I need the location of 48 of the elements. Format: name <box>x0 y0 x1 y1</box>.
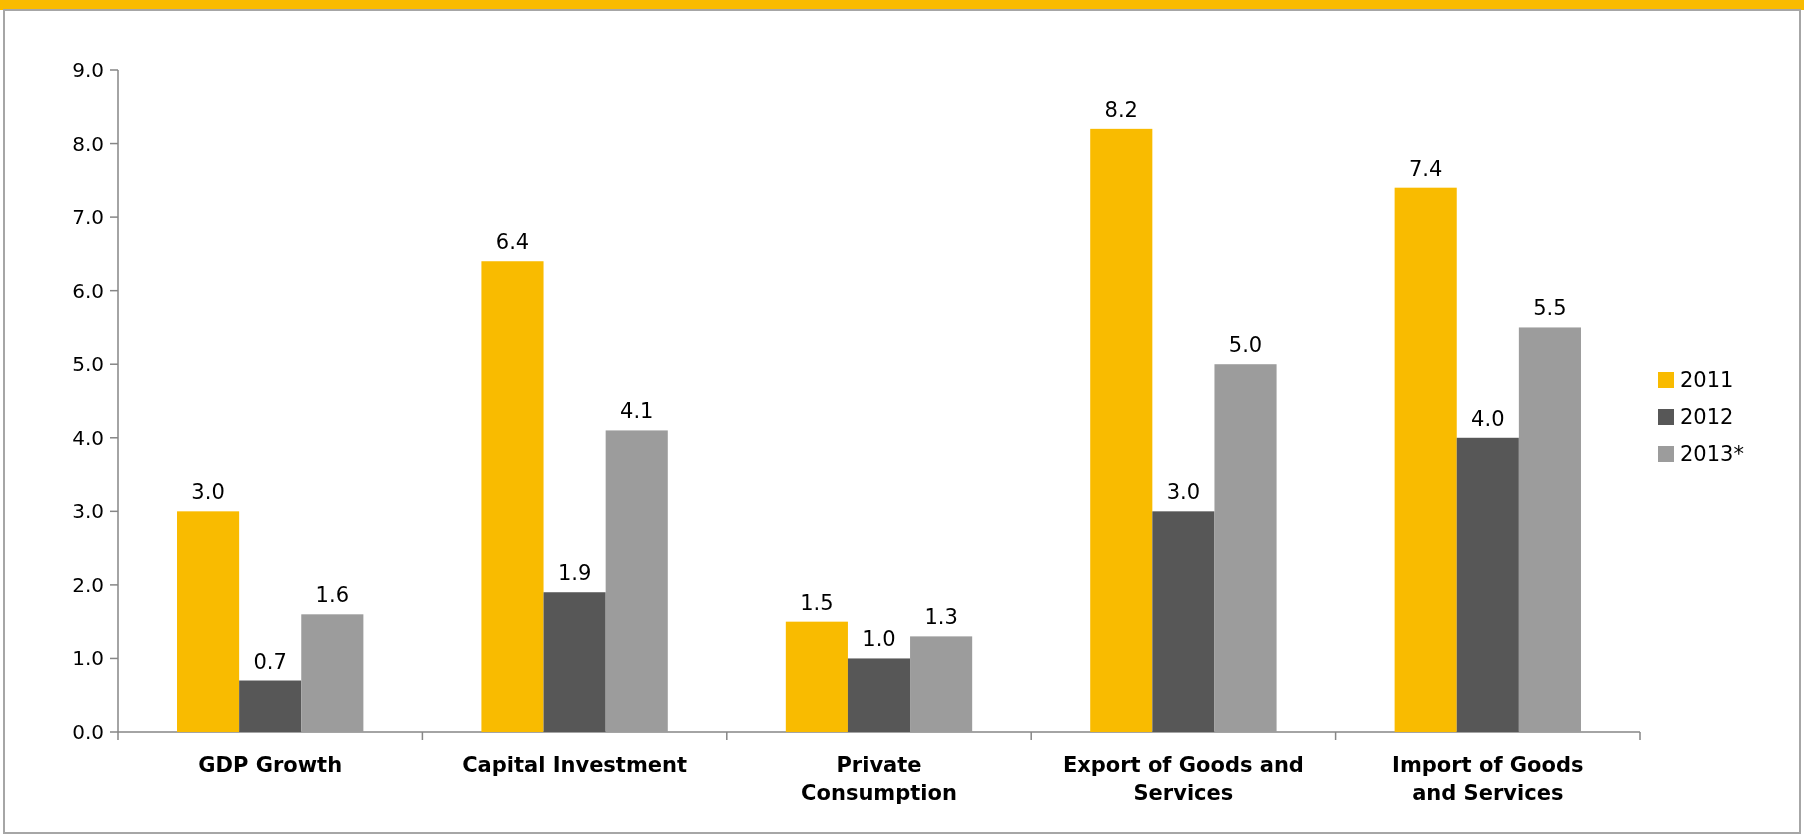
bar <box>1152 511 1215 732</box>
y-tick-label: 6.0 <box>72 278 104 303</box>
x-tick-label: Import of Goods and Services <box>1392 753 1584 805</box>
bar <box>1394 187 1457 732</box>
data-label: 1.5 <box>800 590 834 615</box>
y-tick-label: 9.0 <box>72 58 104 82</box>
bar <box>481 261 544 732</box>
y-tick-label: 0.0 <box>72 720 104 744</box>
bar <box>177 511 240 732</box>
bar <box>1214 364 1277 732</box>
y-tick-label: 3.0 <box>72 499 104 524</box>
legend-label: 2012 <box>1680 405 1734 430</box>
legend-label: 2011 <box>1680 368 1734 393</box>
data-label: 1.6 <box>315 583 350 608</box>
data-label: 3.0 <box>191 480 225 505</box>
data-label: 7.4 <box>1408 156 1443 181</box>
data-label: 3.0 <box>1166 480 1201 505</box>
bar <box>910 636 973 732</box>
data-label: 4.0 <box>1471 406 1505 431</box>
bar <box>1456 437 1519 732</box>
y-tick-label: 2.0 <box>72 572 104 597</box>
data-label: 1.3 <box>924 605 958 630</box>
bar <box>239 680 302 732</box>
data-label: 0.7 <box>253 649 287 674</box>
bar <box>847 658 911 732</box>
x-tick-label: Private Consumption <box>801 753 957 805</box>
x-tick-label: GDP Growth <box>198 753 343 777</box>
data-label: 8.2 <box>1104 97 1138 122</box>
bar <box>1090 128 1153 732</box>
legend-label: 2013* <box>1680 442 1744 467</box>
data-label: 1.9 <box>557 561 592 586</box>
data-label: 5.0 <box>1228 333 1263 358</box>
data-label: 5.5 <box>1533 296 1567 321</box>
data-label: 6.4 <box>495 230 530 255</box>
y-tick-label: 5.0 <box>72 352 104 377</box>
x-tick-label: Export of Goods and Services <box>1062 753 1304 805</box>
y-tick-label: 4.0 <box>72 425 104 450</box>
data-label: 1.0 <box>862 627 896 652</box>
y-tick-label: 1.0 <box>72 646 104 671</box>
bar <box>543 592 606 732</box>
bar <box>1518 327 1581 732</box>
data-label: 4.1 <box>620 399 654 424</box>
x-tick-label: Capital Investment <box>462 753 688 777</box>
bar <box>605 430 668 732</box>
y-tick-label: 7.0 <box>72 205 104 230</box>
bar <box>301 614 364 732</box>
y-tick-label: 8.0 <box>72 131 104 156</box>
bar <box>785 621 848 732</box>
